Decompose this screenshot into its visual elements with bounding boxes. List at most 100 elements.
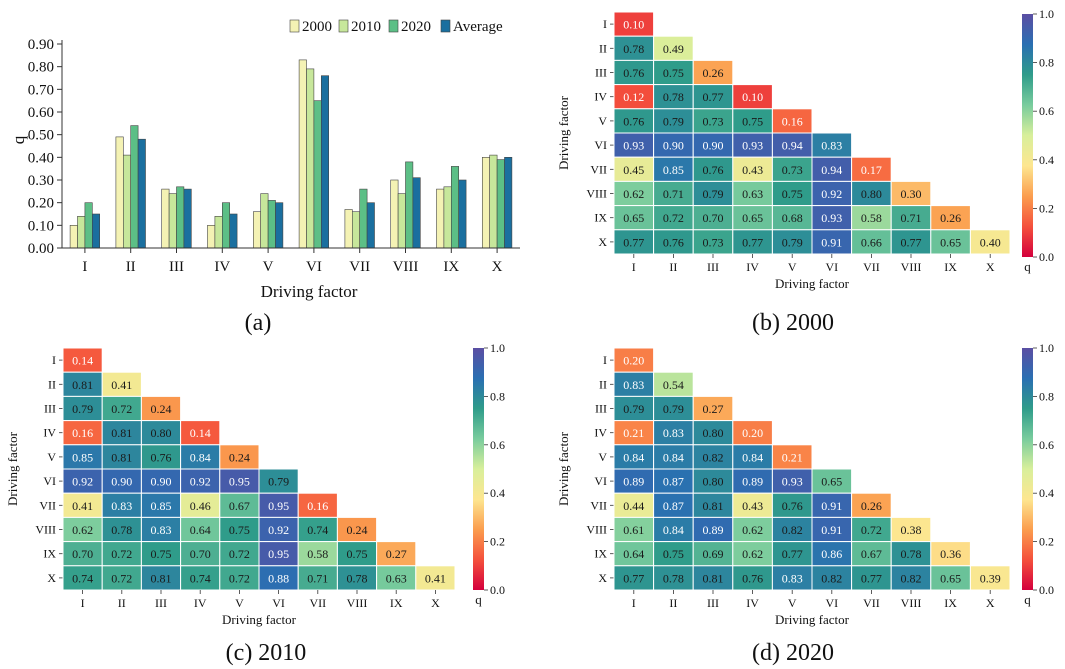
- cell-value: 0.91: [821, 499, 842, 513]
- colorbar-tick-label: 0.2: [1039, 535, 1054, 549]
- heatmap-cell: [653, 229, 694, 255]
- heatmap-cell: [101, 395, 142, 422]
- y-tick-label: VII: [39, 498, 56, 512]
- cell-value: 0.75: [229, 523, 250, 537]
- cell-value: 0.41: [111, 378, 132, 392]
- cell-value: 0.67: [229, 499, 250, 513]
- heatmap-cell: [692, 156, 734, 182]
- heatmap-cell: [653, 108, 694, 134]
- y-tick-label: IV: [594, 90, 607, 104]
- heatmap-cell: [771, 468, 813, 494]
- cell-value: 0.54: [663, 378, 684, 392]
- y-tick-label: 0.10: [28, 218, 54, 234]
- cell-value: 0.24: [347, 523, 368, 537]
- y-tick-label: VIII: [35, 523, 56, 537]
- legend-label-average: Average: [453, 19, 503, 35]
- cell-value: 0.72: [229, 571, 250, 585]
- heatmap-cell: [692, 205, 734, 231]
- heatmap-cell: [653, 565, 694, 591]
- bar-2000: [253, 211, 262, 249]
- colorbar-tick-label: 0.4: [490, 486, 505, 500]
- bar-2000: [115, 136, 124, 249]
- bar-2010: [489, 154, 498, 249]
- heatmap-cell: [613, 11, 655, 37]
- cell-value: 0.89: [623, 475, 644, 489]
- heatmap-cell: [415, 565, 456, 591]
- x-tick-label: VIII: [901, 596, 922, 610]
- x-tick-label: IX: [390, 596, 403, 610]
- x-tick-label: IV: [746, 596, 759, 610]
- x-tick-label: I: [632, 260, 636, 274]
- cell-value: 0.79: [72, 402, 93, 416]
- x-tick-label: III: [169, 259, 184, 275]
- cell-value: 0.95: [229, 475, 250, 489]
- bar-average: [412, 177, 421, 249]
- heatmap-cell: [653, 84, 694, 110]
- cell-value: 0.84: [623, 450, 644, 464]
- cell-value: 0.77: [703, 90, 724, 104]
- bar-2000: [69, 225, 78, 249]
- cell-value: 0.89: [703, 523, 724, 537]
- heatmap-cell: [140, 565, 182, 591]
- cell-value: 0.92: [268, 523, 289, 537]
- bar-2020: [405, 161, 414, 249]
- cell-value: 0.94: [821, 163, 842, 177]
- y-tick-label: V: [598, 450, 607, 464]
- heatmap-cell: [297, 492, 338, 518]
- cell-value: 0.58: [307, 547, 328, 561]
- cell-value: 0.79: [623, 402, 644, 416]
- y-axis-label: Driving factor: [556, 95, 571, 170]
- cell-value: 0.45: [623, 163, 644, 177]
- y-tick-label: IV: [43, 426, 56, 440]
- y-tick-label: IX: [43, 547, 56, 561]
- y-tick-label: III: [595, 66, 607, 80]
- cell-value: 0.89: [742, 475, 763, 489]
- cell-value: 0.82: [782, 523, 803, 537]
- bar-2010: [351, 211, 360, 249]
- cell-value: 0.75: [663, 547, 684, 561]
- cell-value: 0.78: [663, 90, 684, 104]
- cell-value: 0.90: [703, 139, 724, 153]
- bar-2020: [450, 166, 459, 249]
- heatmap-cell: [692, 108, 734, 134]
- heatmap-cell: [613, 541, 655, 567]
- y-tick-label: VI: [43, 474, 56, 488]
- cell-value: 0.87: [663, 499, 684, 513]
- cell-value: 0.20: [742, 426, 763, 440]
- heatmap-cell: [851, 565, 892, 591]
- cell-value: 0.62: [72, 523, 93, 537]
- panel-label-d: (d) 2020: [752, 640, 834, 666]
- cell-value: 0.91: [821, 235, 842, 249]
- x-tick-label: VIII: [901, 260, 922, 274]
- cell-value: 0.90: [151, 475, 172, 489]
- cell-value: 0.93: [782, 475, 803, 489]
- heatmap-cell: [376, 565, 417, 591]
- heatmap-cell: [180, 420, 221, 446]
- cell-value: 0.83: [663, 426, 684, 440]
- cell-value: 0.84: [190, 450, 211, 464]
- x-tick-label: I: [81, 596, 85, 610]
- heatmap-cell: [613, 132, 655, 158]
- cell-value: 0.81: [151, 571, 172, 585]
- x-tick-label: V: [235, 596, 244, 610]
- colorbar-tick-label: 0.8: [1039, 389, 1054, 403]
- cell-value: 0.94: [782, 139, 803, 153]
- cell-value: 0.80: [703, 475, 724, 489]
- colorbar: [473, 348, 484, 590]
- heatmap-cell: [811, 565, 853, 591]
- colorbar-tick-label: 0.2: [490, 535, 505, 549]
- cell-value: 0.24: [229, 450, 250, 464]
- cell-value: 0.79: [703, 187, 724, 201]
- x-tick-label: IX: [443, 259, 459, 275]
- cell-value: 0.93: [623, 139, 644, 153]
- cell-value: 0.72: [111, 571, 132, 585]
- cell-value: 0.74: [190, 571, 211, 585]
- y-axis-label: Driving factor: [556, 431, 571, 506]
- x-tick-label: III: [707, 596, 719, 610]
- heatmap-cell: [890, 205, 932, 231]
- cell-value: 0.79: [663, 114, 684, 128]
- heatmap-cell: [297, 516, 338, 543]
- cell-value: 0.16: [307, 499, 328, 513]
